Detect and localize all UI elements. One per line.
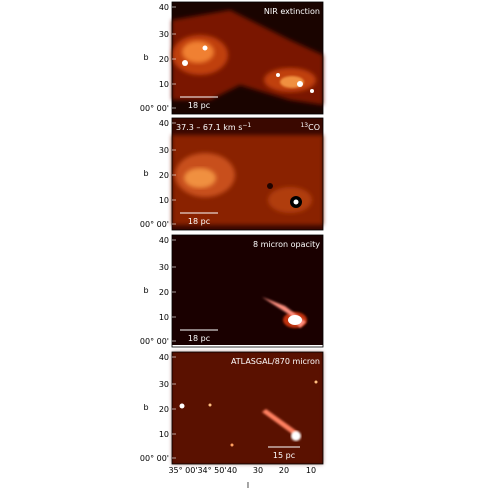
y-tick-label: 40 xyxy=(159,119,169,128)
tracer: CO xyxy=(308,123,320,132)
panel-co xyxy=(172,118,323,230)
scale-label: 18 pc xyxy=(188,101,210,110)
panel-frame xyxy=(171,1,324,115)
y-tick-label: 10 xyxy=(159,430,169,439)
y-axis-label: b xyxy=(143,403,148,412)
scale-label: 15 pc xyxy=(273,451,295,460)
y-tick-label: 10 xyxy=(159,80,169,89)
x-tick-label: 30 xyxy=(253,466,263,475)
y-tick-label: 10 xyxy=(159,313,169,322)
x-tick-label: 35° 00' xyxy=(168,466,197,475)
panel-opacity xyxy=(172,235,323,345)
y-tick-label: 20 xyxy=(159,405,169,414)
y-tick-label: 00° 00' xyxy=(140,220,169,229)
panel-frame xyxy=(171,234,324,348)
panel-nir xyxy=(172,2,323,114)
y-tick-label: 10 xyxy=(159,196,169,205)
y-tick-label: 30 xyxy=(159,146,169,155)
y-tick-label: 20 xyxy=(159,55,169,64)
panel-label: 37.3 – 67.1 km s−1 xyxy=(176,122,251,132)
y-tick-label: 40 xyxy=(159,353,169,362)
scale-label: 18 pc xyxy=(188,217,210,226)
y-axis-label: b xyxy=(143,169,148,178)
y-tick-label: 00° 00' xyxy=(140,454,169,463)
y-tick-label: 30 xyxy=(159,380,169,389)
panel-frame xyxy=(171,117,324,231)
tracer-iso: 13 xyxy=(300,122,308,129)
y-tick-label: 30 xyxy=(159,263,169,272)
panel-atlasgal xyxy=(172,352,323,464)
panel-label: ATLASGAL/870 micron xyxy=(231,357,320,366)
velocity-exp: −1 xyxy=(242,122,251,129)
y-tick-label: 00° 00' xyxy=(140,104,169,113)
y-tick-label: 30 xyxy=(159,30,169,39)
x-axis-label: l xyxy=(247,481,249,490)
y-tick-label: 00° 00' xyxy=(140,337,169,346)
y-tick-label: 40 xyxy=(159,3,169,12)
panel-label: 8 micron opacity xyxy=(253,240,320,249)
y-axis-label: b xyxy=(143,53,148,62)
panel-frame xyxy=(171,351,324,465)
y-axis-label: b xyxy=(143,286,148,295)
velocity: 37.3 – 67.1 km s xyxy=(176,123,242,132)
tracer-label: 13CO xyxy=(300,122,320,132)
x-tick-label: 10 xyxy=(306,466,316,475)
y-tick-label: 20 xyxy=(159,171,169,180)
y-tick-label: 40 xyxy=(159,236,169,245)
x-tick-label: 40 xyxy=(227,466,237,475)
x-tick-label: 34° 50' xyxy=(197,466,226,475)
y-tick-label: 20 xyxy=(159,288,169,297)
x-tick-label: 20 xyxy=(279,466,289,475)
panel-label: NIR extinction xyxy=(264,7,320,16)
scale-label: 18 pc xyxy=(188,334,210,343)
